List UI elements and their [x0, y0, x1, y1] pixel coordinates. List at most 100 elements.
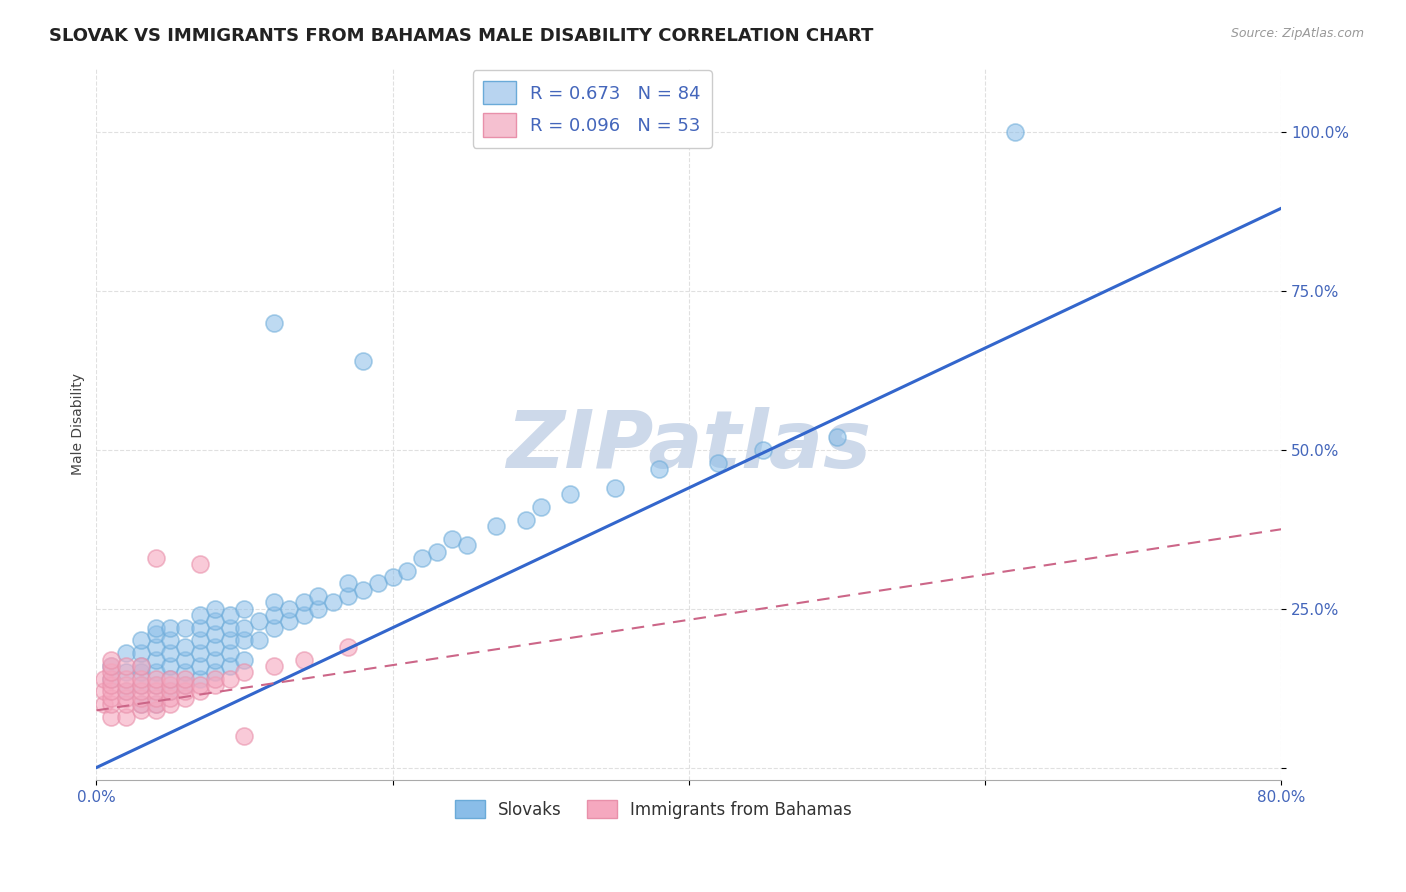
Point — [145, 672, 167, 686]
Text: Source: ZipAtlas.com: Source: ZipAtlas.com — [1230, 27, 1364, 40]
Point — [115, 665, 138, 680]
Point — [129, 684, 152, 698]
Point — [218, 608, 240, 623]
Point — [233, 621, 256, 635]
Point — [233, 601, 256, 615]
Point — [174, 652, 197, 666]
Legend: Slovaks, Immigrants from Bahamas: Slovaks, Immigrants from Bahamas — [449, 793, 859, 825]
Point — [174, 621, 197, 635]
Point — [381, 570, 404, 584]
Point — [145, 550, 167, 565]
Point — [352, 354, 374, 368]
Point — [159, 633, 181, 648]
Point — [485, 519, 508, 533]
Point — [560, 487, 582, 501]
Point — [440, 532, 463, 546]
Point — [145, 678, 167, 692]
Point — [115, 659, 138, 673]
Point — [93, 672, 115, 686]
Point — [115, 684, 138, 698]
Point — [204, 640, 226, 654]
Point — [456, 538, 478, 552]
Point — [411, 550, 433, 565]
Point — [188, 608, 211, 623]
Point — [648, 462, 671, 476]
Point — [337, 589, 360, 603]
Point — [145, 652, 167, 666]
Point — [93, 697, 115, 711]
Point — [218, 646, 240, 660]
Point — [204, 672, 226, 686]
Point — [129, 678, 152, 692]
Point — [115, 710, 138, 724]
Point — [100, 684, 122, 698]
Point — [322, 595, 344, 609]
Point — [188, 678, 211, 692]
Point — [129, 659, 152, 673]
Text: SLOVAK VS IMMIGRANTS FROM BAHAMAS MALE DISABILITY CORRELATION CHART: SLOVAK VS IMMIGRANTS FROM BAHAMAS MALE D… — [49, 27, 873, 45]
Point — [752, 442, 775, 457]
Point — [129, 646, 152, 660]
Point — [352, 582, 374, 597]
Point — [145, 621, 167, 635]
Point — [204, 678, 226, 692]
Point — [93, 684, 115, 698]
Point — [247, 615, 270, 629]
Point — [100, 710, 122, 724]
Point — [145, 665, 167, 680]
Point — [159, 684, 181, 698]
Point — [115, 646, 138, 660]
Point — [100, 672, 122, 686]
Point — [188, 659, 211, 673]
Point — [129, 703, 152, 717]
Point — [145, 684, 167, 698]
Point — [233, 652, 256, 666]
Point — [115, 672, 138, 686]
Point — [115, 690, 138, 705]
Point — [174, 684, 197, 698]
Point — [308, 589, 330, 603]
Point — [233, 633, 256, 648]
Point — [129, 690, 152, 705]
Point — [426, 544, 449, 558]
Point — [174, 665, 197, 680]
Point — [707, 456, 730, 470]
Point — [204, 652, 226, 666]
Point — [218, 659, 240, 673]
Point — [188, 672, 211, 686]
Point — [174, 690, 197, 705]
Point — [159, 672, 181, 686]
Point — [603, 481, 626, 495]
Point — [263, 595, 285, 609]
Point — [100, 690, 122, 705]
Point — [115, 697, 138, 711]
Point — [129, 697, 152, 711]
Point — [337, 576, 360, 591]
Point — [188, 633, 211, 648]
Point — [100, 659, 122, 673]
Point — [263, 608, 285, 623]
Point — [263, 621, 285, 635]
Point — [145, 697, 167, 711]
Point — [263, 659, 285, 673]
Point — [145, 703, 167, 717]
Point — [100, 659, 122, 673]
Point — [308, 601, 330, 615]
Point — [174, 672, 197, 686]
Point — [1004, 125, 1026, 139]
Point — [115, 678, 138, 692]
Point — [159, 690, 181, 705]
Point — [129, 678, 152, 692]
Point — [277, 615, 299, 629]
Point — [145, 697, 167, 711]
Point — [174, 640, 197, 654]
Point — [129, 633, 152, 648]
Point — [100, 697, 122, 711]
Point — [174, 678, 197, 692]
Point — [233, 729, 256, 743]
Point — [174, 678, 197, 692]
Point — [825, 430, 848, 444]
Point — [247, 633, 270, 648]
Point — [100, 678, 122, 692]
Point — [204, 615, 226, 629]
